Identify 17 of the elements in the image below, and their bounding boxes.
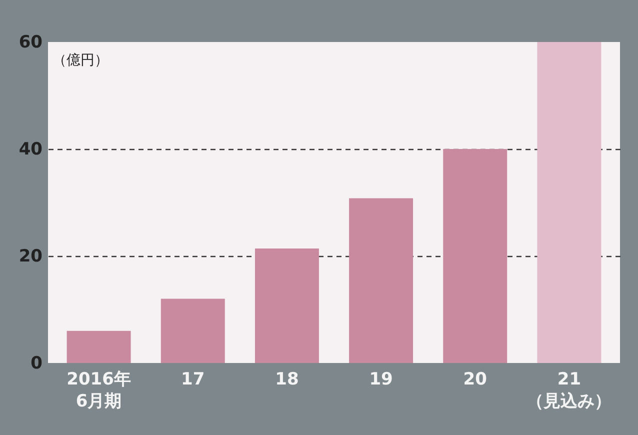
bar xyxy=(254,248,319,363)
x-tick-label: 20 xyxy=(463,370,488,390)
bar xyxy=(443,149,508,363)
y-tick-label: 20 xyxy=(18,246,43,266)
y-tick-label: 0 xyxy=(30,354,43,374)
y-axis-title: （億円） xyxy=(52,52,108,68)
bar xyxy=(537,42,602,363)
y-tick-label: 60 xyxy=(18,32,43,52)
x-tick-label: 2016年 6月期 xyxy=(66,370,131,412)
x-tick-label: 17 xyxy=(181,370,205,390)
x-tick-label: 19 xyxy=(369,370,393,390)
bar xyxy=(160,298,225,363)
y-tick-label: 40 xyxy=(18,140,43,160)
bar xyxy=(349,198,414,363)
x-tick-label: 18 xyxy=(275,370,299,390)
x-tick-label: 21 （見込み） xyxy=(526,370,612,412)
bar xyxy=(66,330,131,363)
